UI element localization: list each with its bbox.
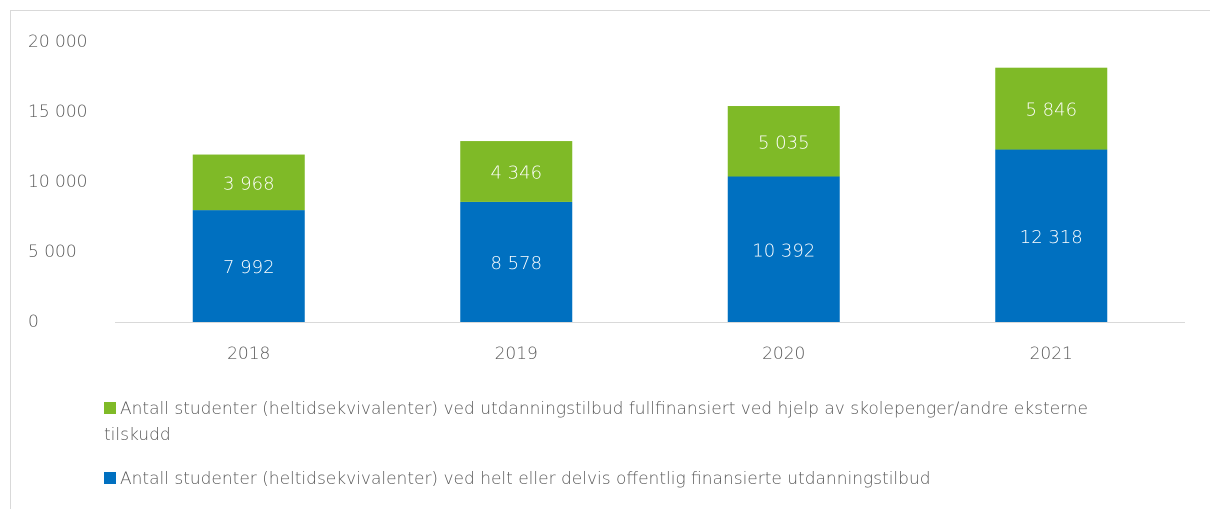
data-label: 3 968: [223, 173, 275, 194]
x-tick-label: 2021: [1030, 344, 1073, 364]
legend-item: Antall studenter (heltidsekvivalenter) v…: [104, 396, 1114, 448]
bar-segment: [995, 67, 1108, 150]
data-label: 7 992: [223, 257, 275, 278]
data-label: 10 392: [752, 240, 815, 261]
legend-label: Antall studenter (heltidsekvivalenter) v…: [104, 399, 1089, 445]
data-label: 12 318: [1020, 227, 1083, 248]
y-tick-label: 5 000: [28, 242, 77, 262]
x-tick-label: 2019: [495, 344, 538, 364]
bar-segment: [192, 210, 305, 322]
bar-segment: [460, 141, 573, 202]
bar-segment: [727, 106, 840, 177]
legend: Antall studenter (heltidsekvivalenter) v…: [104, 396, 1114, 509]
data-label: 5 035: [758, 132, 810, 153]
bar-segment: [460, 201, 573, 322]
y-tick-label: 15 000: [28, 102, 87, 122]
legend-item: Antall studenter (heltidsekvivalenter) v…: [104, 466, 1114, 492]
legend-label: Antall studenter (heltidsekvivalenter) v…: [120, 469, 931, 489]
data-label: 5 846: [1025, 100, 1077, 121]
y-tick-label: 0: [28, 312, 39, 332]
legend-swatch: [104, 472, 116, 484]
bar-segment: [995, 149, 1108, 322]
y-tick-label: 10 000: [28, 172, 87, 192]
data-label: 8 578: [490, 253, 542, 274]
legend-swatch: [104, 402, 116, 414]
x-tick-label: 2018: [227, 344, 270, 364]
y-tick-label: 20 000: [28, 32, 87, 52]
data-label: 4 346: [490, 162, 542, 183]
bar-segment: [727, 176, 840, 322]
bar-segment: [192, 154, 305, 211]
x-tick-label: 2020: [762, 344, 805, 364]
